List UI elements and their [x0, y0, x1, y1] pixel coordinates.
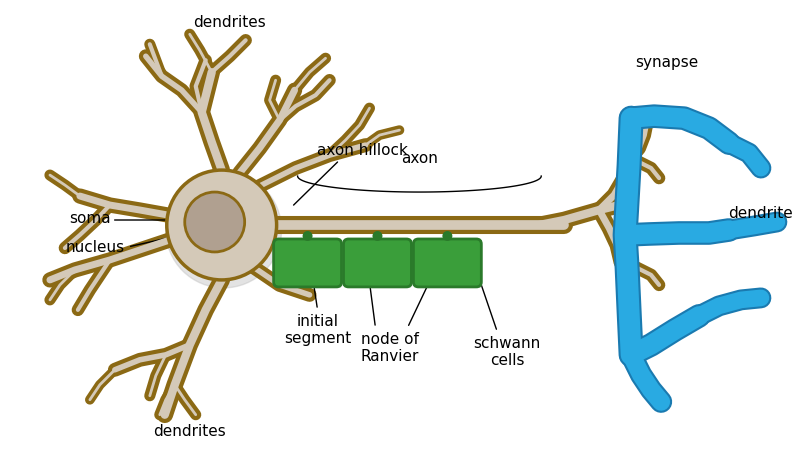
Text: schwann
cells: schwann cells — [474, 335, 541, 368]
Text: dendrites: dendrites — [154, 424, 226, 439]
Circle shape — [185, 192, 245, 252]
Text: node of
Ranvier: node of Ranvier — [360, 332, 418, 364]
FancyBboxPatch shape — [343, 239, 411, 287]
Text: initial
segment: initial segment — [284, 314, 351, 346]
Text: dendrites: dendrites — [194, 15, 266, 30]
Circle shape — [166, 172, 282, 288]
FancyBboxPatch shape — [414, 239, 482, 287]
Text: axon hillock: axon hillock — [317, 143, 408, 158]
Circle shape — [442, 231, 452, 241]
FancyBboxPatch shape — [277, 242, 342, 288]
FancyBboxPatch shape — [274, 239, 342, 287]
FancyBboxPatch shape — [417, 242, 482, 288]
Circle shape — [302, 231, 313, 241]
Text: soma: soma — [69, 211, 110, 225]
Circle shape — [373, 231, 382, 241]
FancyBboxPatch shape — [346, 242, 413, 288]
Text: synapse: synapse — [635, 55, 698, 70]
Circle shape — [166, 170, 277, 280]
Text: nucleus: nucleus — [66, 241, 125, 255]
Text: dendrite: dendrite — [729, 206, 794, 220]
Text: axon: axon — [401, 150, 438, 166]
